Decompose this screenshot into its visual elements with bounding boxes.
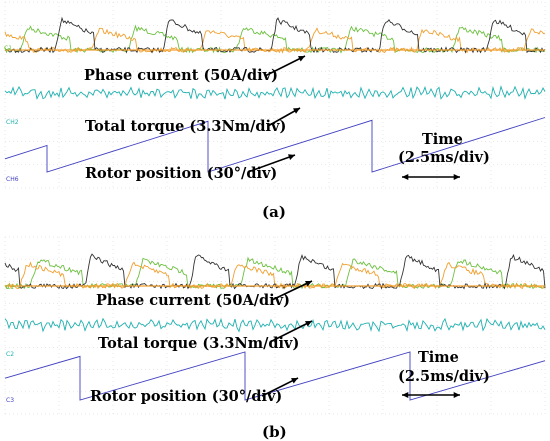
caption-a: (a): [262, 203, 286, 221]
arrow-rotor-a-head: [288, 154, 295, 160]
channel-tag-c1-b: C1: [6, 284, 14, 291]
torque-trace-b: [4, 317, 546, 333]
phase-a-trace-b: [4, 253, 546, 290]
arrow-torque-a-head: [293, 108, 300, 114]
arrow-rotor-b-head: [291, 378, 298, 384]
time-label-b: Time: [418, 349, 459, 366]
caption-b: (b): [262, 423, 287, 441]
channel-tag-c2-b: C2: [6, 351, 14, 358]
grid-a: [4, 1, 546, 189]
time-label-a: Time: [422, 131, 463, 148]
rotor-trace-b: [4, 351, 546, 401]
scope-panel-a: C1 CH2 CH6 Phase current (50A/div) Total…: [4, 0, 546, 190]
traces-a: [4, 16, 546, 173]
arrow-time-b-head: [453, 392, 460, 398]
phase-c-trace-b: [4, 256, 546, 290]
arrow-time-a-head: [453, 174, 460, 180]
total-torque-label-a: Total torque (3.3Nm/div): [85, 118, 286, 135]
torque-trace-a: [4, 84, 546, 101]
arrow-time-a-head-start: [402, 174, 409, 180]
channel-tag-ch6-a: CH6: [6, 176, 19, 183]
total-torque-label-b: Total torque (3.3Nm/div): [98, 335, 299, 352]
traces-b: [4, 253, 546, 401]
rotor-position-label-a: Rotor position (30°/div): [85, 165, 277, 182]
phase-current-label-b: Phase current (50A/div): [96, 292, 290, 309]
channel-tag-c3-b: C3: [6, 397, 14, 404]
arrow-torque-b-line: [269, 320, 313, 343]
scope-panel-b: C1 C2 C3 Phase current (50A/div) Total t…: [4, 235, 546, 415]
rotor-position-label-b: Rotor position (30°/div): [90, 388, 282, 405]
channel-tag-ch1-a: C1: [4, 45, 12, 52]
annotation-arrows-b: [261, 280, 460, 398]
phase-current-label-a: Phase current (50A/div): [84, 67, 278, 84]
phase-b-trace-a: [4, 27, 546, 54]
arrow-phase-b-line: [271, 280, 313, 301]
arrow-phase-a-head: [298, 56, 305, 62]
arrow-torque-b-head: [305, 321, 312, 327]
arrow-rotor-a-line: [247, 154, 296, 173]
arrow-rotor-b-line: [261, 377, 299, 397]
arrow-phase-b-head: [305, 281, 312, 287]
time-scale-label-b: (2.5ms/div): [398, 368, 490, 385]
arrow-phase-a-line: [264, 55, 306, 77]
channel-tag-ch2-a: CH2: [6, 119, 19, 126]
phase-b-trace-b: [4, 261, 546, 290]
arrow-time-b-head-start: [402, 392, 409, 398]
time-scale-label-a: (2.5ms/div): [398, 149, 490, 166]
rotor-trace-a: [4, 117, 546, 173]
annotation-arrows-a: [247, 55, 460, 180]
